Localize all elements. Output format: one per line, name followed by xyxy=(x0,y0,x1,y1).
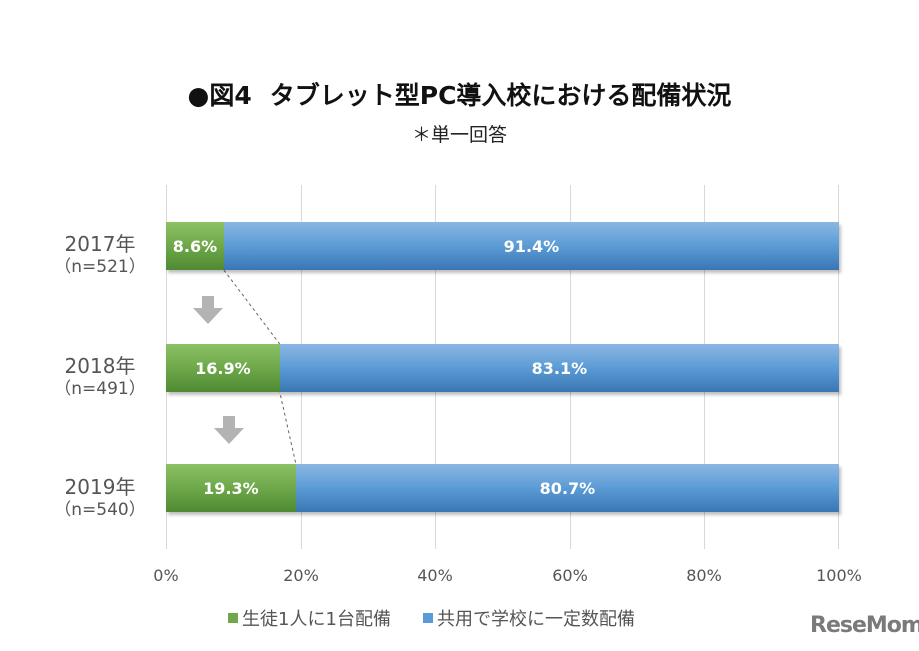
xtick-40: 40% xyxy=(417,566,453,585)
sample-size-label: （n=491） xyxy=(54,379,146,399)
sample-size-label: （n=540） xyxy=(54,500,146,520)
segment-one-per-student: 8.6% xyxy=(166,222,224,270)
xtick-0: 0% xyxy=(153,566,179,585)
xtick-60: 60% xyxy=(552,566,588,585)
legend-label: 生徒1人に1台配備 xyxy=(242,609,391,630)
plot-area: 8.6% 91.4% 16.9% 83.1% 19.3% 80.7% xyxy=(166,185,839,549)
ylabel-2019: 2019年 （n=540） xyxy=(40,475,160,521)
year-label: 2017年 xyxy=(64,232,136,256)
segment-shared: 91.4% xyxy=(223,222,839,270)
segment-shared: 83.1% xyxy=(279,344,839,392)
legend-item-shared: 共用で学校に一定数配備 xyxy=(422,605,635,631)
bar-2019: 19.3% 80.7% xyxy=(166,464,839,512)
title-prefix: ●図4 xyxy=(187,81,252,110)
segment-shared: 80.7% xyxy=(295,464,839,512)
year-label: 2018年 xyxy=(64,354,136,378)
xtick-20: 20% xyxy=(283,566,319,585)
segment-one-per-student: 19.3% xyxy=(166,464,296,512)
title-main: タブレット型PC導入校における配備状況 xyxy=(269,81,732,110)
bar-2018: 16.9% 83.1% xyxy=(166,344,839,392)
year-label: 2019年 xyxy=(64,475,136,499)
down-arrow-icon xyxy=(193,296,223,324)
xtick-80: 80% xyxy=(686,566,722,585)
legend-label: 共用で学校に一定数配備 xyxy=(436,609,635,630)
chart-subtitle: ＊単一回答 xyxy=(411,124,507,146)
ylabel-2017: 2017年 （n=521） xyxy=(40,232,160,278)
legend: 生徒1人に1台配備 共用で学校に一定数配備 xyxy=(0,605,891,631)
down-arrow-icon xyxy=(214,416,244,444)
xtick-100: 100% xyxy=(816,566,862,585)
bar-2017: 8.6% 91.4% xyxy=(166,222,839,270)
legend-swatch-green xyxy=(228,613,239,623)
legend-swatch-blue xyxy=(422,613,433,623)
segment-one-per-student: 16.9% xyxy=(166,344,280,392)
ylabel-2018: 2018年 （n=491） xyxy=(40,354,160,400)
chart-title: ●図4 タブレット型PC導入校における配備状況 xyxy=(0,76,919,112)
resemom-logo: ReseMom xyxy=(810,613,919,638)
sample-size-label: （n=521） xyxy=(54,257,146,277)
legend-item-one-per-student: 生徒1人に1台配備 xyxy=(228,605,391,631)
